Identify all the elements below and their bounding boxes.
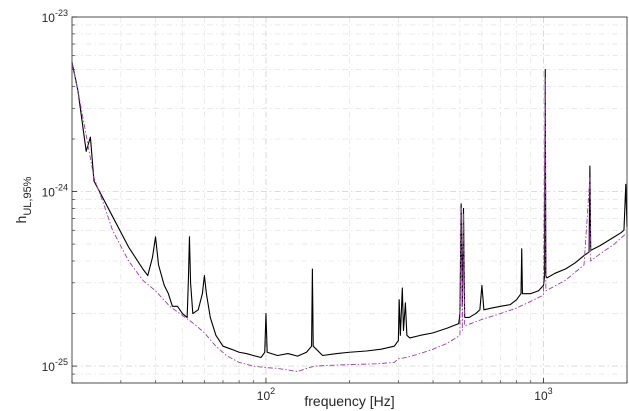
x-tick-base: 10 — [534, 389, 548, 403]
y-tick-exponent: -25 — [55, 357, 68, 367]
y-axis-label-main: h — [13, 216, 29, 224]
y-tick-label: 10-25 — [42, 357, 68, 374]
x-tick-exponent: 2 — [270, 386, 275, 396]
y-tick-label: 10-23 — [42, 8, 68, 25]
x-axis-label: frequency [Hz] — [304, 393, 394, 409]
series-dashed-line — [71, 62, 628, 373]
x-tick-label: 102 — [257, 386, 275, 403]
plot-area — [71, 16, 628, 384]
y-axis-label-subscript: UL,95% — [22, 176, 34, 215]
x-tick-label: 103 — [534, 386, 552, 403]
y-tick-exponent: -24 — [55, 183, 68, 193]
plot-background — [72, 17, 627, 383]
y-tick-exponent: -23 — [55, 8, 68, 18]
x-tick-exponent: 3 — [548, 386, 553, 396]
x-axis-ticks: 102 103 — [257, 386, 553, 403]
y-tick-base: 10 — [42, 186, 56, 200]
y-tick-base: 10 — [42, 11, 56, 25]
series-layer — [71, 16, 628, 384]
series-solid-line — [71, 62, 628, 359]
y-tick-base: 10 — [42, 360, 56, 374]
plot-frame — [71, 16, 628, 384]
y-tick-label: 10-24 — [42, 183, 68, 200]
x-tick-base: 10 — [257, 389, 271, 403]
y-axis-label: hUL,95% — [13, 176, 34, 223]
